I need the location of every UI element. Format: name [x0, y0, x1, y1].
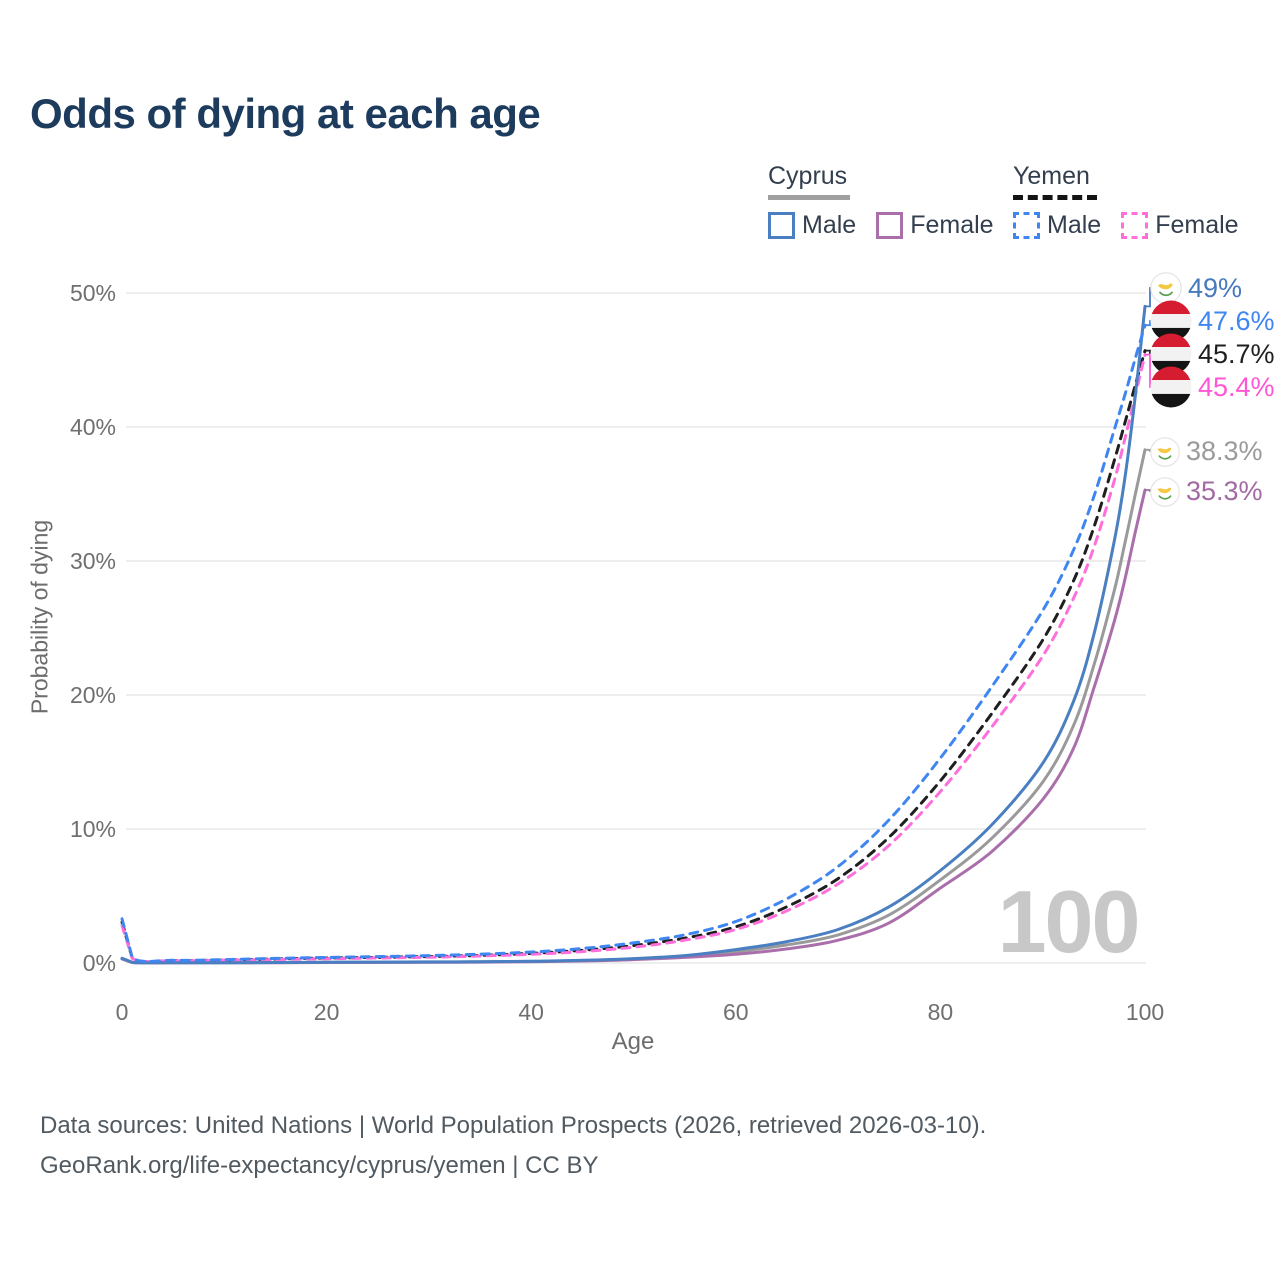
legend-label: Female [910, 211, 994, 239]
legend-country-cyprus: Cyprus [768, 162, 848, 190]
legend-label: Male [1047, 211, 1102, 239]
end-label-cyprus-female: 35.3% [1150, 476, 1263, 507]
end-label-value: 47.6% [1198, 305, 1275, 336]
end-label-cyprus-male: 49% [1150, 272, 1242, 304]
x-axis-title: Age [611, 1028, 655, 1055]
y-tick-label: 0% [83, 950, 116, 976]
series-line-yemen-female [120, 353, 1147, 964]
x-tick-label: 20 [314, 999, 340, 1025]
x-tick-label: 60 [723, 999, 749, 1025]
legend-group-yemen: Yemen Male Female [1013, 162, 1259, 240]
legend-label: Female [1155, 211, 1239, 239]
series-line-yemen-male [120, 323, 1147, 963]
cyprus-flag-icon [1150, 436, 1180, 467]
page-title: Odds of dying at each age [30, 90, 541, 137]
y-tick-label: 20% [70, 682, 116, 708]
legend-group-cyprus: Cyprus Male Female [768, 162, 1014, 240]
legend-country-yemen: Yemen [1013, 162, 1090, 190]
x-tick-label: 40 [518, 999, 544, 1025]
end-label-value: 38.3% [1186, 436, 1263, 466]
legend-item-yemen-female[interactable]: Female [1121, 211, 1239, 240]
y-tick-label: 50% [70, 280, 116, 306]
footer: Data sources: United Nations | World Pop… [40, 1106, 986, 1186]
y-tick-label: 10% [70, 816, 116, 842]
cyprus-male-swatch-icon [768, 212, 795, 239]
footer-attribution: GeoRank.org/life-expectancy/cyprus/yemen… [40, 1152, 599, 1179]
footer-datasources: Data sources: United Nations | World Pop… [40, 1112, 987, 1139]
yemen-male-swatch-icon [1013, 212, 1040, 239]
end-label-value: 45.4% [1198, 371, 1275, 402]
cyprus-flag-icon [1150, 272, 1182, 304]
y-tick-label: 40% [70, 414, 116, 440]
legend-underline-cyprus [768, 195, 850, 200]
legend-underline-yemen [1013, 195, 1097, 200]
end-label-value: 35.3% [1186, 476, 1263, 506]
legend-item-yemen-male[interactable]: Male [1013, 211, 1101, 240]
x-tick-label: 80 [928, 999, 954, 1025]
yemen-flag-icon [1150, 300, 1192, 342]
end-label-value: 45.7% [1198, 338, 1275, 369]
yemen-flag-icon [1150, 366, 1192, 408]
x-tick-label: 100 [1126, 999, 1164, 1025]
y-axis-title: Probability of dying [26, 519, 53, 715]
y-tick-label: 30% [70, 548, 116, 574]
cyprus-female-swatch-icon [876, 212, 904, 239]
legend-item-cyprus-female[interactable]: Female [876, 211, 994, 240]
end-label-yemen-female: 45.4% [1150, 366, 1275, 408]
series-line-yemen-both-sexes [120, 349, 1147, 964]
yemen-female-swatch-icon [1121, 212, 1149, 239]
cyprus-flag-icon [1150, 476, 1180, 507]
watermark-age-100: 100 [998, 872, 1139, 971]
legend-label: Male [802, 211, 857, 239]
end-label-cyprus-both-sexes: 38.3% [1150, 436, 1263, 467]
end-label-yemen-male: 47.6% [1150, 300, 1275, 342]
x-tick-label: 0 [116, 999, 129, 1025]
legend-item-cyprus-male[interactable]: Male [768, 211, 856, 240]
end-label-value: 49% [1188, 272, 1243, 303]
series-line-cyprus-male [120, 304, 1147, 965]
series-line-cyprus-both-sexes [120, 448, 1147, 965]
